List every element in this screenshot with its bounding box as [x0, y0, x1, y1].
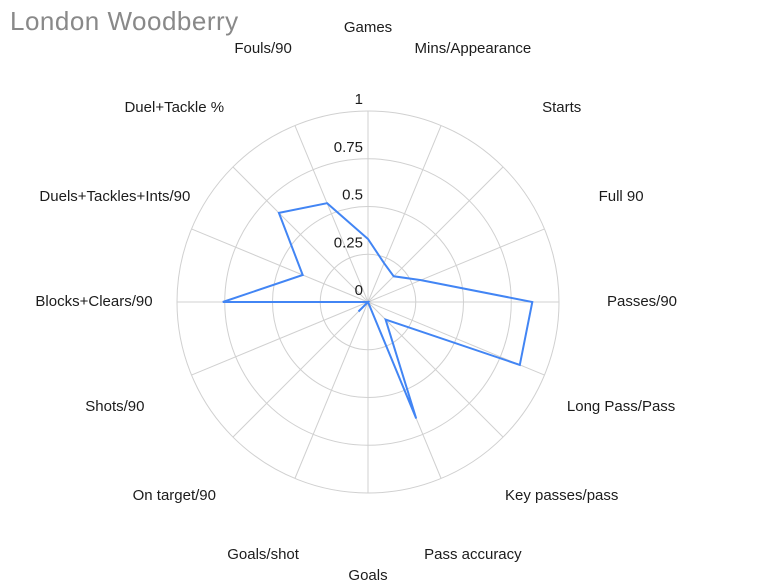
axis-label-full-90: Full 90	[598, 187, 644, 205]
axis-spoke	[294, 125, 369, 303]
axis-label-blocks-clears-90: Blocks+Clears/90	[35, 292, 153, 310]
axis-spoke	[367, 125, 442, 303]
radial-tick-label: 0.25	[334, 234, 363, 251]
radial-tick-label: 1	[355, 91, 363, 108]
axis-spoke	[367, 166, 504, 303]
axis-label-goals-shot: Goals/shot	[227, 545, 299, 563]
axis-label-key-passes-pass: Key passes/pass	[504, 486, 619, 504]
axis-label-pass-accuracy: Pass accuracy	[424, 545, 522, 563]
axis-label-duels-tackles-ints-90: Duels+Tackles+Ints/90	[39, 187, 191, 205]
axis-spoke	[191, 301, 369, 376]
axis-label-shots-90: Shots/90	[85, 397, 145, 415]
data-polygon	[222, 202, 534, 419]
axis-label-on-target-90: On target/90	[132, 486, 216, 504]
axis-spoke	[294, 301, 369, 479]
axis-label-duel-tackle: Duel+Tackle %	[124, 99, 225, 117]
axis-label-games: Games	[343, 18, 393, 36]
radial-tick-label: 0.5	[342, 187, 363, 204]
axis-spoke	[232, 166, 369, 303]
axis-label-mins-appearance: Mins/Appearance	[414, 39, 532, 57]
radial-tick-label: 0.75	[334, 139, 363, 156]
axis-spoke	[367, 228, 545, 303]
axis-spoke	[191, 228, 369, 303]
axis-spoke	[367, 301, 504, 438]
axis-label-starts: Starts	[542, 99, 582, 117]
axis-label-goals: Goals	[348, 566, 388, 584]
page-title: London Woodberry	[10, 6, 239, 36]
axis-label-passes-90: Passes/90	[606, 292, 678, 310]
radial-tick-label: 0	[355, 282, 363, 299]
axis-spoke	[232, 301, 369, 438]
axis-label-long-pass-pass: Long Pass/Pass	[566, 397, 676, 415]
axis-label-fouls-90: Fouls/90	[234, 39, 292, 57]
